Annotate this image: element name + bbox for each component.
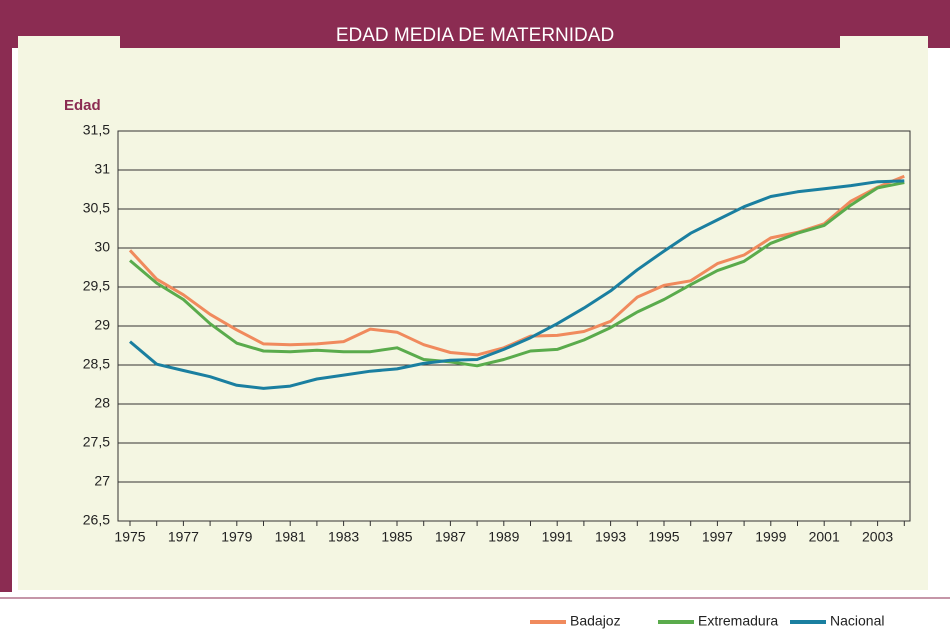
y-tick-label: 26,5 [83,512,110,528]
series-line [129,179,905,390]
x-tick-label: 1981 [275,529,306,545]
x-tick-label: 1977 [168,529,199,545]
legend-label: Badajoz [570,613,621,629]
x-tick-label: 2001 [809,529,840,545]
title-bg [120,0,840,48]
y-axis-label: Edad [64,97,101,114]
y-tick-label: 29 [94,317,110,333]
legend-label: Extremadura [698,613,778,629]
y-tick-label: 31 [94,161,110,177]
x-tick-label: 1991 [542,529,573,545]
legend-label: Nacional [830,613,884,629]
x-tick-label: 1985 [381,529,412,545]
panel [18,36,928,590]
x-tick-label: 2003 [862,529,893,545]
x-tick-label: 1999 [755,529,786,545]
y-tick-label: 29,5 [83,278,110,294]
side-bar [0,0,12,592]
y-tick-label: 30 [94,239,110,255]
x-tick-label: 1993 [595,529,626,545]
x-tick-label: 1989 [488,529,519,545]
y-tick-label: 28 [94,395,110,411]
y-tick-label: 28,5 [83,356,110,372]
series-line [129,181,905,368]
y-tick-label: 30,5 [83,200,110,216]
y-tick-label: 31,5 [83,122,110,138]
x-tick-label: 1979 [221,529,252,545]
x-tick-label: 1975 [114,529,145,545]
y-tick-label: 27 [94,473,110,489]
x-tick-label: 1987 [435,529,466,545]
y-tick-label: 27,5 [83,434,110,450]
x-tick-label: 1995 [648,529,679,545]
x-tick-label: 1983 [328,529,359,545]
x-tick-label: 1997 [702,529,733,545]
chart-title: EDAD MEDIA DE MATERNIDAD [336,25,614,46]
